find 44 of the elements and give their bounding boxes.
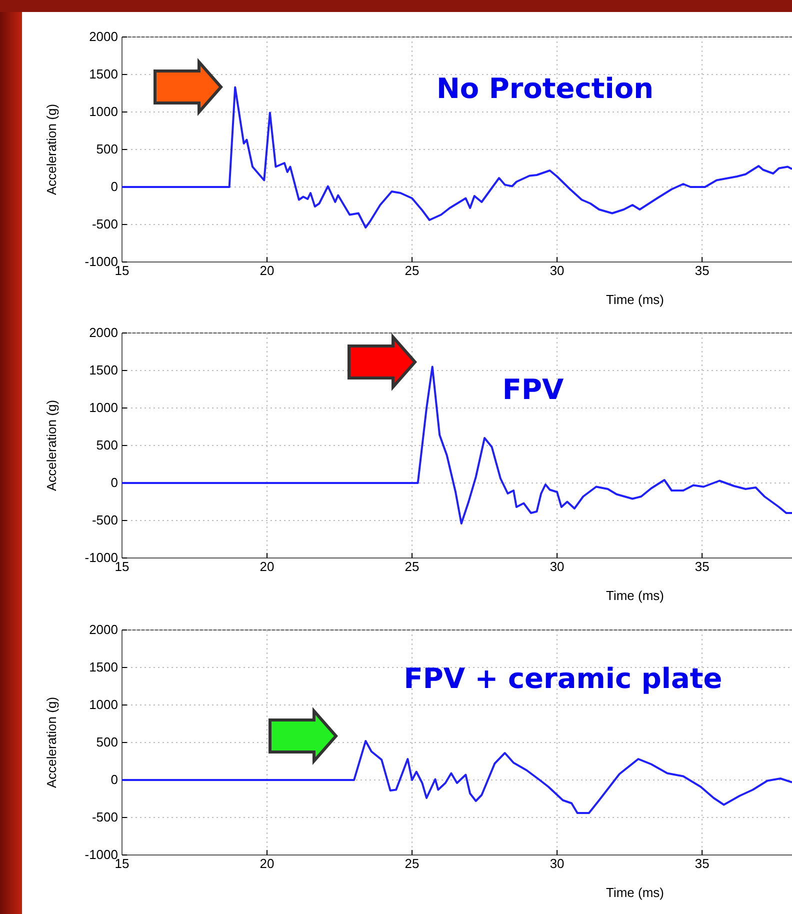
y-axis-title: Acceleration (g) (44, 104, 59, 196)
y-tick-label: 1500 (89, 660, 118, 675)
x-axis-title: Time (ms) (606, 885, 664, 900)
y-tick-label: 0 (110, 772, 118, 788)
x-tick-label: 25 (404, 263, 420, 278)
line-series (122, 740, 792, 814)
line-series (122, 366, 792, 524)
x-tick-label: 35 (694, 263, 710, 278)
text: FPV + ceramic plate (404, 662, 722, 695)
x-axis-title: Time (ms) (606, 588, 664, 603)
y-tick-label: -1000 (84, 550, 118, 566)
y-tick-label: 2000 (89, 622, 118, 638)
y-tick-label: -1000 (84, 847, 118, 862)
x-tick-label: 20 (260, 559, 274, 574)
x-tick-label: 20 (260, 856, 274, 872)
y-axis-title: Acceleration (g) (44, 400, 59, 492)
y-tick-label: 2000 (89, 29, 118, 44)
text: FPV (502, 372, 564, 406)
y-tick-label: 1500 (89, 362, 118, 378)
y-tick-label: 1000 (89, 104, 118, 120)
y-tick-label: 0 (110, 475, 118, 490)
x-tick-label: 35 (694, 856, 710, 872)
x-tick-label: 25 (404, 559, 420, 574)
y-tick-label: 500 (96, 142, 118, 157)
y-tick-label: -1000 (84, 254, 118, 270)
x-tick-label: 35 (694, 559, 710, 574)
y-tick-label: 1000 (89, 697, 118, 712)
x-axis-title: Time (ms) (606, 292, 664, 307)
y-tick-label: -500 (92, 512, 118, 528)
x-tick-label: 20 (260, 263, 274, 278)
y-tick-label: 2000 (89, 325, 118, 340)
x-tick-label: 30 (550, 856, 564, 872)
x-tick-label: 30 (550, 559, 564, 574)
y-tick-label: 500 (96, 438, 118, 453)
x-tick-label: 25 (404, 856, 420, 872)
y-tick-label: 1000 (89, 400, 118, 416)
y-tick-label: -500 (92, 810, 118, 825)
y-axis-title: Acceleration (g) (44, 696, 59, 788)
y-tick-label: 0 (110, 179, 118, 194)
x-tick-label: 30 (550, 263, 564, 278)
y-tick-label: 1500 (89, 66, 118, 82)
y-tick-label: 500 (96, 734, 118, 750)
y-tick-label: -500 (92, 216, 118, 232)
text: No Protection (436, 72, 654, 105)
